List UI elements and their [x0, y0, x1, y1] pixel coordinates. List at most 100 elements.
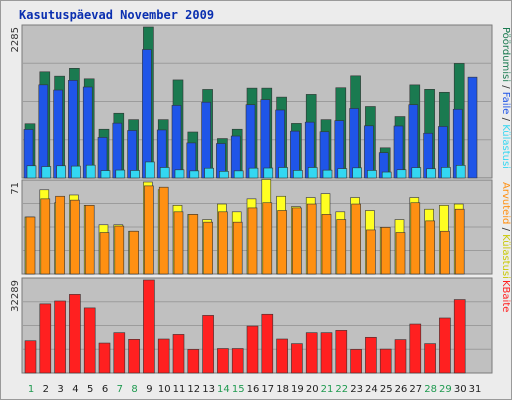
x-tick-label-23: 23: [350, 384, 363, 395]
bar-Külastusi-4: [71, 165, 81, 179]
bar-KBaite-11: [172, 334, 185, 374]
bar-Külastusi-17: [263, 167, 274, 179]
legend-label: KBaite: [500, 280, 511, 312]
bar-Külastusi-10: [159, 167, 170, 179]
x-tick-label-16: 16: [247, 384, 260, 395]
bar-KBaite-20: [305, 332, 318, 374]
y-max-label-hosts: 71: [10, 182, 21, 195]
legend-visits-pages-files: Pöördumisi / Faile / Külastusi: [500, 27, 511, 169]
bar-KBaite-27: [409, 323, 422, 374]
x-tick-label-14: 14: [217, 384, 230, 395]
chart-title: Kasutuspäevad November 2009: [19, 8, 215, 22]
bar-Arvuteid-19: [292, 207, 302, 275]
bar-Faile-11: [171, 105, 182, 179]
bar-Faile-5: [82, 86, 93, 179]
bar-Arvuteid-1: [25, 216, 36, 275]
x-tick-label-8: 8: [131, 384, 137, 395]
bar-KBaite-15: [231, 348, 244, 374]
x-tick-label-4: 4: [72, 384, 78, 395]
bar-KBaite-7: [113, 332, 126, 374]
bar-Arvuteid-29: [440, 230, 450, 275]
x-tick-label-22: 22: [335, 384, 348, 395]
bar-Arvuteid-3: [55, 195, 65, 275]
bar-Arvuteid-11: [173, 211, 184, 275]
bar-KBaite-17: [261, 313, 274, 374]
x-tick-label-25: 25: [380, 384, 393, 395]
bar-Arvuteid-16: [247, 207, 258, 275]
bar-Faile-27: [408, 104, 419, 179]
bar-Faile-9: [142, 49, 152, 179]
bar-Faile-4: [68, 80, 78, 179]
bar-Külastusi-29: [441, 167, 451, 179]
bar-Külastusi-15: [233, 170, 244, 179]
legend-separator: /: [500, 224, 511, 234]
bar-KBaite-6: [98, 342, 111, 374]
bar-Külastusi-24: [367, 170, 377, 179]
bar-Arvuteid-23: [351, 203, 361, 275]
bar-Arvuteid-12: [188, 214, 199, 275]
bar-KBaite-26: [394, 339, 407, 374]
bar-Arvuteid-28: [425, 220, 435, 275]
bar-KBaite-16: [246, 325, 259, 374]
legend-traffic: KBaite: [500, 280, 511, 312]
bar-Arvuteid-7: [114, 225, 125, 275]
bar-Arvuteid-2: [40, 198, 51, 275]
bar-KBaite-30: [453, 299, 466, 374]
bar-Arvuteid-9: [144, 185, 154, 275]
bar-Külastusi-11: [174, 169, 185, 179]
bar-KBaite-1: [24, 340, 37, 374]
bar-Arvuteid-15: [232, 221, 243, 275]
x-tick-label-2: 2: [43, 384, 49, 395]
bar-KBaite-3: [54, 300, 66, 374]
legend-hosts: Arvuteid / Külastusi: [500, 182, 511, 279]
bar-KBaite-10: [157, 338, 170, 374]
legend-label: Külastusi: [500, 234, 511, 279]
bar-Arvuteid-13: [203, 221, 213, 275]
x-tick-label-20: 20: [306, 384, 319, 395]
bar-Külastusi-25: [381, 171, 392, 179]
bar-Arvuteid-17: [262, 202, 273, 275]
legend-label: Külastusi: [500, 124, 511, 169]
bar-Arvuteid-5: [84, 205, 95, 275]
bar-KBaite-21: [320, 332, 333, 374]
bar-Arvuteid-8: [129, 230, 139, 275]
x-tick-label-10: 10: [158, 384, 171, 395]
bar-Arvuteid-4: [70, 199, 80, 275]
x-tick-label-31: 31: [469, 384, 482, 395]
bar-Arvuteid-22: [336, 219, 347, 275]
bar-Arvuteid-18: [277, 210, 287, 275]
bar-Faile-17: [260, 99, 271, 179]
bar-Külastusi-20: [307, 167, 318, 179]
bar-Arvuteid-30: [454, 208, 465, 275]
bar-Arvuteid-14: [218, 211, 228, 275]
x-tick-label-11: 11: [173, 384, 186, 395]
bar-KBaite-28: [424, 343, 436, 374]
bar-Faile-3: [53, 89, 63, 179]
bar-Faile-2: [38, 84, 49, 179]
bar-KBaite-29: [439, 317, 451, 374]
x-tick-label-12: 12: [187, 384, 200, 395]
bar-Külastusi-6: [100, 170, 111, 179]
bar-Külastusi-18: [278, 167, 288, 179]
bar-KBaite-12: [187, 349, 200, 374]
bar-Arvuteid-20: [306, 203, 317, 275]
bar-Faile-13: [201, 101, 211, 179]
x-tick-label-5: 5: [87, 384, 93, 395]
bar-Faile-16: [245, 104, 256, 179]
bar-Külastusi-14: [219, 171, 229, 179]
legend-label: Arvuteid: [500, 182, 511, 224]
x-tick-label-29: 29: [439, 384, 452, 395]
bar-Arvuteid-25: [380, 227, 391, 275]
bar-Külastusi-28: [426, 168, 436, 179]
bar-KBaite-14: [217, 348, 229, 374]
bar-Külastusi-13: [204, 167, 214, 179]
bar-KBaite-18: [276, 338, 288, 374]
legend-label: Pöördumisi: [500, 27, 511, 82]
x-tick-label-24: 24: [365, 384, 378, 395]
x-tick-label-7: 7: [117, 384, 123, 395]
x-tick-label-17: 17: [261, 384, 274, 395]
bar-KBaite-19: [291, 343, 303, 374]
x-tick-label-6: 6: [102, 384, 108, 395]
bar-KBaite-24: [365, 336, 377, 374]
